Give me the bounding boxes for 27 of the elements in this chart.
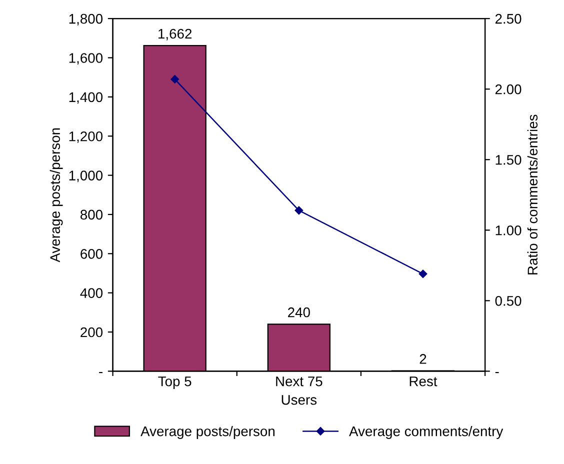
y-tick-label: 1,600 <box>69 53 103 65</box>
y2-tick-label: 1.50 <box>496 154 522 165</box>
y-tick-label: 1,800 <box>69 14 103 26</box>
y-tick-label: 400 <box>80 288 103 298</box>
y-axis-title: Average posts/person <box>50 128 63 262</box>
data-label: 240 <box>288 307 310 318</box>
y2-tick-label: - <box>495 372 499 374</box>
y-tick-label: 200 <box>80 327 103 338</box>
data-label: 1,662 <box>158 28 192 40</box>
y-tick-label: 1,400 <box>69 92 103 104</box>
x-tick-label: Top 5 <box>158 376 192 390</box>
data-label: 2 <box>420 354 426 364</box>
y2-tick-label: 1.00 <box>496 225 522 236</box>
y-tick-label: 800 <box>80 210 103 220</box>
y2-tick-label: 2.50 <box>495 14 522 24</box>
x-axis-title: Users <box>282 395 317 405</box>
y-tick-label: - <box>99 372 102 374</box>
y2-tick-label: 0.50 <box>495 296 522 306</box>
y-tick-label: 600 <box>80 248 103 259</box>
legend-label: Average posts/person <box>140 426 275 439</box>
x-tick-label: Next 75 <box>276 376 322 386</box>
legend-label: Average comments/entry <box>349 426 504 439</box>
y2-axis-title: Ratio of comments/entries <box>527 114 538 274</box>
y-tick-label: 1,200 <box>69 131 103 143</box>
y2-tick-label: 2.00 <box>495 84 522 94</box>
x-tick-label: Rest <box>410 376 438 386</box>
y-tick-label: 1,000 <box>69 170 103 182</box>
